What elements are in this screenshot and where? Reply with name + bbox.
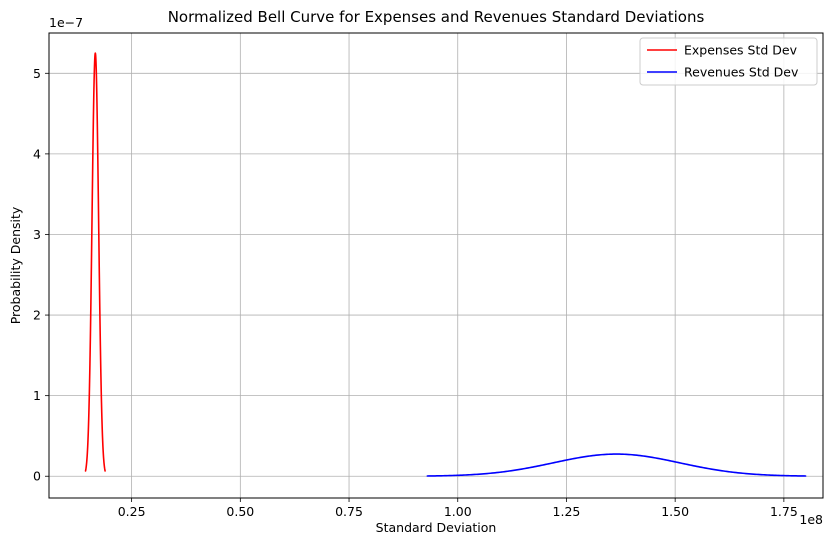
x-axis-title: Standard Deviation <box>376 520 497 535</box>
x-axis: 0.25 0.50 0.75 1.00 1.25 1.50 1.75 <box>118 498 798 519</box>
series-line-expenses <box>84 52 106 472</box>
legend-box <box>639 37 818 86</box>
x-tick-label: 1.75 <box>770 504 798 519</box>
plot-area <box>48 32 824 499</box>
x-scale-label: 1e8 <box>799 512 823 527</box>
y-tick-label: 4 <box>33 146 41 161</box>
y-tick-label: 0 <box>33 469 41 484</box>
series-line-revenues <box>426 453 807 477</box>
legend-label-expenses: Expenses Std Dev <box>684 43 798 58</box>
x-tick-label: 0.50 <box>226 504 254 519</box>
y-tick-label: 2 <box>33 308 41 323</box>
legend: Expenses Std Dev Revenues Std Dev <box>639 37 818 86</box>
y-scale-label: 1e−7 <box>49 15 83 30</box>
x-tick-label: 0.75 <box>335 504 363 519</box>
y-tick-label: 1 <box>33 388 41 403</box>
x-tick-label: 1.00 <box>444 504 472 519</box>
legend-label-revenues: Revenues Std Dev <box>684 65 799 80</box>
series-lines <box>84 52 807 477</box>
y-tick-label: 3 <box>33 227 41 242</box>
y-axis-title: Probability Density <box>8 206 23 324</box>
y-axis: 0 1 2 3 4 5 <box>33 66 49 484</box>
x-tick-label: 1.50 <box>661 504 689 519</box>
x-tick-label: 0.25 <box>118 504 146 519</box>
x-tick-label: 1.25 <box>553 504 581 519</box>
chart-title: Normalized Bell Curve for Expenses and R… <box>168 8 705 26</box>
grid <box>49 33 823 498</box>
y-tick-label: 5 <box>33 66 41 81</box>
